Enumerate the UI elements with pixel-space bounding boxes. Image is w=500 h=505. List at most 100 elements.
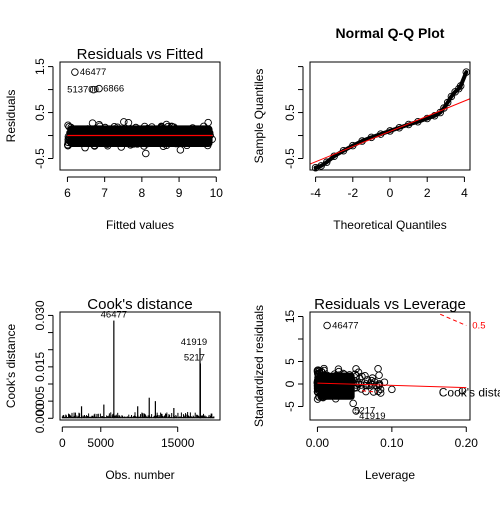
y-tick-label: 0 xyxy=(283,380,297,387)
leverage-point xyxy=(328,374,337,383)
qq-point xyxy=(322,158,331,166)
residual-point-cloud xyxy=(63,68,216,158)
panel-residuals-vs-fitted: Residuals vs Fitted 6 7 8 9 10 -0.5 0.5 1.5 Fi… xyxy=(4,46,223,232)
y-tick-label: 5 xyxy=(283,358,297,365)
leverage-point xyxy=(315,380,323,389)
residual-point xyxy=(96,122,104,131)
residual-point xyxy=(182,136,191,144)
qq-point xyxy=(447,92,456,101)
residual-point xyxy=(88,127,97,135)
leverage-point xyxy=(314,375,322,383)
residual-point-label: 6866 xyxy=(103,84,124,95)
qq-point xyxy=(443,98,452,107)
leverage-point-label: 41919 xyxy=(359,411,385,422)
x-tick-label: 5000 xyxy=(87,436,114,450)
x-tick-label: 7 xyxy=(101,186,108,200)
residual-point xyxy=(157,123,166,131)
x-axis-fitted: 6 7 8 9 10 xyxy=(64,176,224,200)
residual-point xyxy=(130,127,139,135)
residual-point xyxy=(88,119,97,127)
cooks-contour-lower xyxy=(362,390,378,393)
x-tick-label: 6 xyxy=(64,186,71,200)
x-axis-theoretical: -4 -2 0 2 4 xyxy=(310,176,468,200)
leverage-point xyxy=(352,372,361,380)
leverage-point-label: 46477 xyxy=(332,321,358,332)
y-tick-label: 0.030 xyxy=(33,300,47,330)
leverage-outlier-point xyxy=(349,399,357,408)
leverage-point xyxy=(334,365,343,373)
cooks-spike-bars xyxy=(61,320,215,419)
leverage-point xyxy=(320,366,328,375)
leverage-point xyxy=(334,367,343,376)
residual-point xyxy=(128,133,136,141)
x-tick-label: 10 xyxy=(210,186,224,200)
y-tick-label: 0.5 xyxy=(283,104,297,121)
leverage-point xyxy=(347,375,355,383)
leverage-point xyxy=(374,365,382,373)
x-tick-label: -2 xyxy=(347,186,358,200)
residual-point xyxy=(203,131,211,139)
residual-outlier-point xyxy=(71,68,79,76)
cooks-spike-label: 41919 xyxy=(181,337,207,348)
x-tick-label: 9 xyxy=(176,186,183,200)
x-tick-label: 0.20 xyxy=(455,436,479,450)
leverage-point xyxy=(376,389,385,397)
x-tick-label: 0.10 xyxy=(380,436,404,450)
plot-frame-qq xyxy=(309,61,471,171)
x-tick-label: 4 xyxy=(461,186,468,200)
qq-point xyxy=(330,152,338,160)
y-tick-label: 0.005 xyxy=(33,386,47,416)
residual-point xyxy=(129,137,138,145)
leverage-point xyxy=(319,393,327,402)
leverage-point xyxy=(368,374,377,382)
residual-point xyxy=(118,137,126,145)
residual-point xyxy=(140,122,149,131)
leverage-point xyxy=(341,382,350,391)
leverage-point xyxy=(352,365,360,373)
x-tick-label: -4 xyxy=(310,186,321,200)
y-axis-residuals: -0.5 0.5 1.5 xyxy=(33,58,54,169)
leverage-fit-line xyxy=(317,382,467,389)
y-tick-label: 1.5 xyxy=(33,58,47,75)
qq-point xyxy=(456,82,465,90)
xlabel-fitted-values: Fitted values xyxy=(106,218,174,232)
leverage-point xyxy=(366,379,375,387)
leverage-point xyxy=(314,388,322,397)
cooks-spike-label: 46477 xyxy=(101,310,127,321)
panel-residuals-vs-leverage: Residuals vs Leverage 0.00 0.10 0.20 -5 0 5 1… xyxy=(252,296,500,482)
panel-cooks-distance: Cook's distance 0 5000 15000 0.0000.0050.0… xyxy=(4,296,221,482)
leverage-point xyxy=(362,381,370,390)
residual-point xyxy=(165,132,173,141)
residual-point-label: 513700 xyxy=(67,85,99,96)
leverage-point xyxy=(376,385,385,394)
x-tick-label: 0 xyxy=(387,186,394,200)
cooks-distance-legend-label: Cook's distance xyxy=(439,386,500,400)
leverage-point-label: 5217 xyxy=(354,405,375,416)
leverage-point xyxy=(341,388,350,397)
residual-point xyxy=(176,146,185,154)
y-tick-label: 0.5 xyxy=(33,104,47,121)
residual-point xyxy=(170,123,178,131)
y-axis-sample: -0.5 0.5 xyxy=(283,66,304,169)
residual-point xyxy=(200,122,208,131)
y-tick-label: 0.015 xyxy=(33,352,47,382)
leverage-point xyxy=(333,387,341,395)
leverage-point xyxy=(375,380,384,388)
leverage-point xyxy=(325,387,333,396)
ylabel-sample-quantiles: Sample Quantiles xyxy=(252,69,266,164)
residual-point xyxy=(66,129,74,137)
qq-dense-curve xyxy=(313,70,469,170)
qq-point xyxy=(339,146,348,155)
qq-point xyxy=(395,123,404,132)
y-tick-label: 0.000 xyxy=(33,403,47,433)
residual-point xyxy=(148,123,156,131)
leverage-point xyxy=(343,380,352,389)
qq-point-cloud xyxy=(309,68,471,172)
leverage-point xyxy=(340,372,348,381)
residual-point xyxy=(198,126,206,134)
residual-point xyxy=(171,125,180,133)
leverage-point-cloud xyxy=(313,313,467,415)
title-normal-qq: Normal Q-Q Plot xyxy=(336,25,445,41)
x-tick-label: 8 xyxy=(139,186,146,200)
x-tick-label: 0 xyxy=(59,436,66,450)
